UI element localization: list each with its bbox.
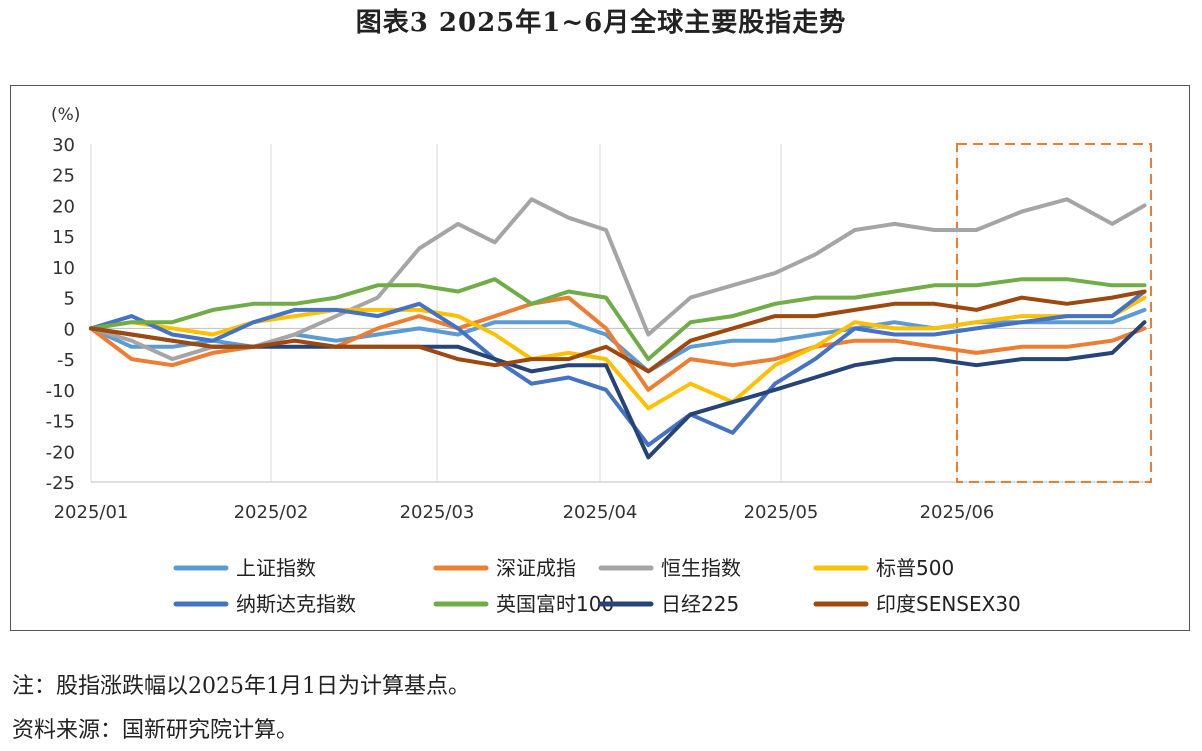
axis-labels: (%) 30 25 20 15 10 5 0 -5 -10 -15 -20 -25 2025/01 2025… <box>46 105 995 523</box>
y-tick-label: 30 <box>52 135 75 156</box>
chart-frame: (%) 30 25 20 15 10 5 0 -5 -10 -15 -20 -25 2025/01 2025… <box>10 85 1190 631</box>
legend-item: 日经225 <box>598 592 739 616</box>
legend-label: 上证指数 <box>236 556 316 580</box>
y-tick-label: 25 <box>52 166 75 187</box>
series-lines <box>89 197 1147 460</box>
legend-label: 印度SENSEX30 <box>876 592 1021 616</box>
legend-item: 深证成指 <box>433 556 576 580</box>
x-tick-label: 2025/01 <box>54 502 129 523</box>
y-tick-label: 5 <box>64 289 75 310</box>
legend-label: 英国富时100 <box>496 592 614 616</box>
legend: 上证指数 深证成指 恒生指数 标普500 纳斯达克指数 英国富时100 日经225 印度SEN… <box>173 556 1021 616</box>
series-line-5 <box>89 277 1147 362</box>
legend-item: 英国富时100 <box>433 592 614 616</box>
legend-label: 标普500 <box>876 556 954 580</box>
series-line-2 <box>89 197 1147 362</box>
x-tick-label: 2025/02 <box>234 502 309 523</box>
legend-label: 纳斯达克指数 <box>236 592 356 616</box>
series-line-4 <box>89 289 1147 448</box>
chart-note: 注：股指涨跌幅以2025年1月1日为计算基点。 <box>12 674 470 699</box>
legend-item: 纳斯达克指数 <box>173 592 356 616</box>
chart-title: 图表3 2025年1~6月全球主要股指走势 <box>355 8 847 38</box>
chart-source: 资料来源：国新研究院计算。 <box>12 718 299 743</box>
y-tick-label: -5 <box>57 350 75 371</box>
line-chart: (%) 30 25 20 15 10 5 0 -5 -10 -15 -20 -25 2025/01 2025… <box>46 105 1152 616</box>
highlight-annotation <box>956 143 1152 483</box>
june-highlight-box <box>956 143 1152 483</box>
y-tick-label: 15 <box>52 227 75 248</box>
y-tick-label: -25 <box>46 473 75 494</box>
y-tick-label: -10 <box>46 381 75 402</box>
legend-item: 标普500 <box>813 556 954 580</box>
grid-lines <box>90 144 1151 483</box>
x-tick-label: 2025/05 <box>744 502 819 523</box>
series-line-7 <box>89 289 1147 374</box>
y-axis-unit-label: (%) <box>51 105 80 125</box>
x-tick-label: 2025/03 <box>400 502 475 523</box>
legend-item: 恒生指数 <box>598 556 741 580</box>
y-tick-label: -15 <box>46 412 75 433</box>
y-tick-label: 20 <box>52 196 75 217</box>
y-tick-label: 0 <box>64 319 75 340</box>
x-tick-label: 2025/04 <box>563 502 638 523</box>
y-tick-label: 10 <box>52 258 75 279</box>
legend-item: 上证指数 <box>173 556 316 580</box>
series-line-6 <box>89 320 1147 460</box>
legend-label: 日经225 <box>661 592 739 616</box>
y-tick-label: -20 <box>46 442 75 463</box>
x-tick-label: 2025/06 <box>920 502 995 523</box>
legend-item: 印度SENSEX30 <box>813 592 1021 616</box>
legend-label: 恒生指数 <box>661 556 741 580</box>
legend-label: 深证成指 <box>496 556 576 580</box>
